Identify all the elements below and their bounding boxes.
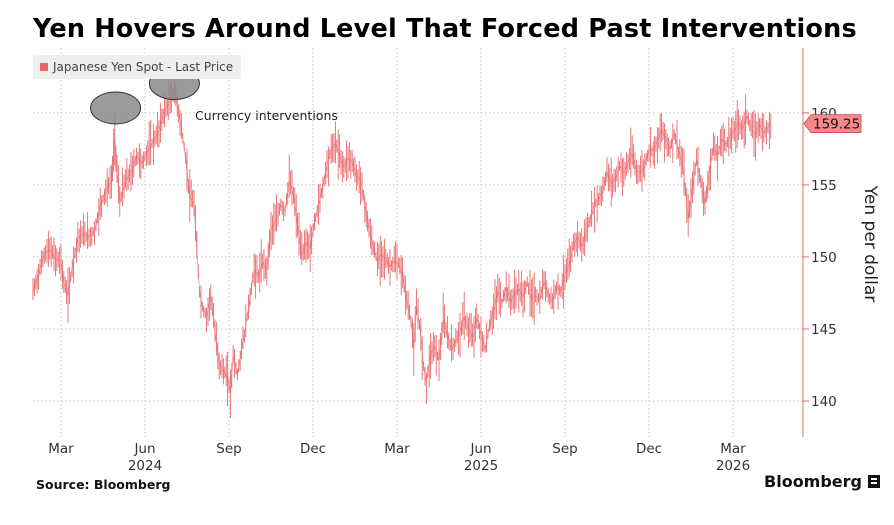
y-tick-label: 150 xyxy=(811,250,837,266)
annotation-label: Currency interventions xyxy=(195,108,338,123)
x-tick-label: Mar xyxy=(48,441,74,457)
bloomberg-terminal-icon xyxy=(868,475,880,488)
last-value-badge xyxy=(803,114,862,134)
y-tick-label: 140 xyxy=(811,394,837,410)
x-tick-label: Dec xyxy=(636,441,662,457)
brand-name: Bloomberg xyxy=(764,472,862,491)
legend-swatch xyxy=(40,63,48,71)
intervention-marker xyxy=(90,91,142,125)
x-tick-label: Mar xyxy=(720,441,746,457)
x-tick-label: Jun xyxy=(469,441,491,457)
x-tick-label: Sep xyxy=(216,441,241,457)
x-year-label: 2024 xyxy=(128,458,162,474)
x-year-label: 2025 xyxy=(464,458,498,474)
x-tick-label: Jun xyxy=(133,441,155,457)
legend-label: Japanese Yen Spot - Last Price xyxy=(53,60,234,74)
x-tick-label: Dec xyxy=(300,441,326,457)
y-axis-label: Yen per dollar xyxy=(860,185,880,303)
x-tick-label: Mar xyxy=(384,441,410,457)
x-year-label: 2026 xyxy=(716,458,750,474)
last-value-label: 159.25 xyxy=(813,117,860,133)
x-tick-label: Sep xyxy=(552,441,577,457)
source-note: Source: Bloomberg xyxy=(36,477,171,492)
legend: Japanese Yen Spot - Last Price xyxy=(33,55,242,79)
y-tick-label: 145 xyxy=(811,322,837,338)
chart-title: Yen Hovers Around Level That Forced Past… xyxy=(33,14,857,44)
brand-logo: Bloomberg xyxy=(764,472,880,491)
price-series xyxy=(32,74,772,419)
price-line xyxy=(32,88,772,393)
y-tick-label: 155 xyxy=(811,178,837,194)
